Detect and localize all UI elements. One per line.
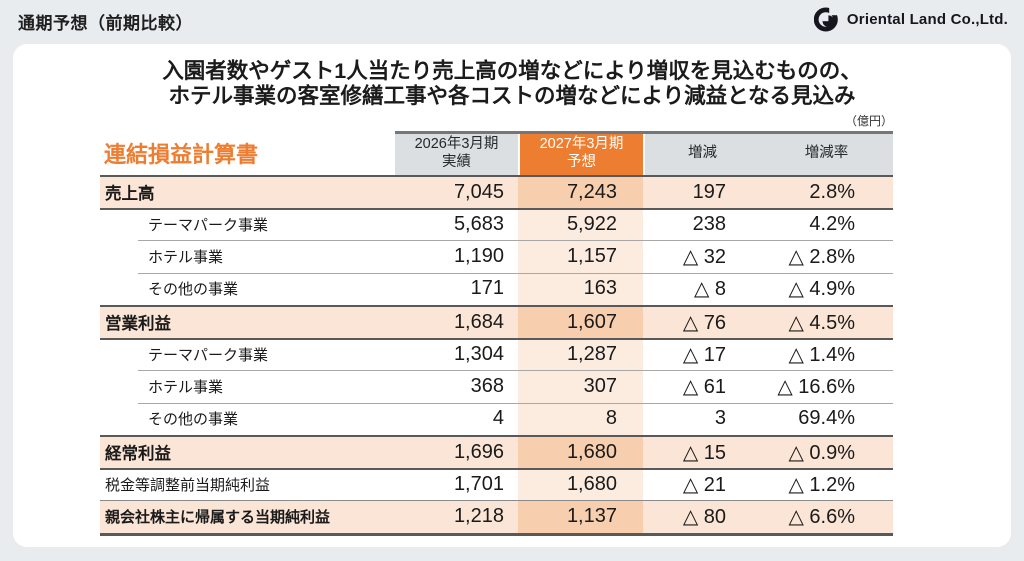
table-row-hotel-op: ホテル事業 368 307 △ 61 △ 16.6%	[100, 370, 893, 403]
cell-change-rate: △ 6.6%	[788, 506, 855, 529]
table-wrap: （億円） 連結損益計算書 2026年3月期 実績 2027年3月期 予想 増減 …	[100, 113, 893, 536]
col-header-forecast: 2027年3月期 予想	[518, 131, 643, 175]
cell-change-rate: 4.2%	[809, 213, 855, 236]
cell-forecast: 1,607	[518, 307, 643, 338]
table-row-operating-profit: 営業利益 1,684 1,607 △ 76 △ 4.5%	[100, 305, 893, 338]
cell-change-rate: △ 0.9%	[788, 441, 855, 464]
table-row-other-op: その他の事業 4 8 3 69.4%	[100, 402, 893, 435]
table-row-ordinary-profit: 経常利益 1,696 1,680 △ 15 △ 0.9%	[100, 435, 893, 468]
cell-actual: 368	[470, 374, 504, 397]
row-label: その他の事業	[148, 411, 239, 429]
row-label: ホテル事業	[148, 248, 224, 266]
headline: 入園者数やゲスト1人当たり売上高の増などにより増収を見込むものの、 ホテル事業の…	[13, 44, 1011, 109]
col-header-actual: 2026年3月期 実績	[395, 131, 518, 175]
cell-change-rate: 69.4%	[798, 407, 855, 430]
cell-change: △ 32	[682, 245, 726, 268]
cell-actual: 171	[470, 277, 504, 300]
cell-change-rate: △ 2.8%	[788, 245, 855, 268]
cell-forecast: 307	[518, 370, 643, 403]
cell-change: 197	[692, 180, 726, 203]
cell-change: △ 80	[682, 506, 726, 529]
cell-change: △ 8	[693, 278, 726, 301]
cell-change: 238	[692, 213, 726, 236]
headline-line1: 入園者数やゲスト1人当たり売上高の増などにより増収を見込むものの、	[162, 59, 862, 83]
row-label: 経常利益	[105, 445, 171, 464]
cell-forecast: 1,680	[518, 437, 643, 468]
cell-actual: 4	[492, 407, 504, 430]
cell-change-rate: 2.8%	[809, 180, 855, 203]
table-title: 連結損益計算書	[104, 142, 259, 167]
content-card: 入園者数やゲスト1人当たり売上高の増などにより増収を見込むものの、 ホテル事業の…	[13, 44, 1011, 547]
cell-actual: 1,696	[453, 440, 504, 463]
cell-actual: 5,683	[453, 213, 504, 236]
company-logo: Oriental Land Co.,Ltd.	[813, 7, 1008, 32]
row-label: 営業利益	[105, 315, 171, 334]
cell-forecast: 163	[518, 272, 643, 305]
cell-change: △ 21	[682, 474, 726, 497]
cell-forecast: 1,287	[518, 339, 643, 370]
headline-line2: ホテル事業の客室修繕工事や各コストの増などにより減益となる見込み	[168, 84, 856, 108]
cell-forecast: 1,157	[518, 240, 643, 273]
company-name: Oriental Land Co.,Ltd.	[846, 11, 1008, 28]
cell-change-rate: △ 4.9%	[788, 278, 855, 301]
table-header-row: 連結損益計算書 2026年3月期 実績 2027年3月期 予想 増減 増減率	[100, 131, 893, 175]
table-row-themepark-op: テーマパーク事業 1,304 1,287 △ 17 △ 1.4%	[100, 337, 893, 370]
row-label: 親会社株主に帰属する当期純利益	[105, 509, 331, 527]
income-statement-table: 連結損益計算書 2026年3月期 実績 2027年3月期 予想 増減 増減率 売…	[100, 131, 893, 536]
col-header-change: 増減	[643, 131, 760, 175]
cell-change: △ 61	[682, 375, 726, 398]
cell-actual: 1,218	[453, 505, 504, 528]
cell-actual: 1,190	[453, 244, 504, 267]
table-row-sales: 売上高 7,045 7,243 197 2.8%	[100, 175, 893, 208]
page-title: 通期予想（前期比較）	[18, 14, 193, 33]
unit-label: （億円）	[844, 114, 893, 128]
cell-forecast: 1,137	[518, 501, 643, 533]
olc-logo-icon	[813, 7, 839, 32]
cell-actual: 1,701	[453, 473, 504, 496]
cell-forecast: 5,922	[518, 209, 643, 240]
row-label: ホテル事業	[148, 378, 224, 396]
row-label: 売上高	[105, 185, 155, 204]
cell-change-rate: △ 4.5%	[788, 311, 855, 334]
cell-change-rate: △ 16.6%	[777, 375, 855, 398]
row-label: テーマパーク事業	[148, 217, 269, 235]
cell-actual: 1,304	[453, 343, 504, 366]
cell-change-rate: △ 1.4%	[788, 344, 855, 367]
cell-change-rate: △ 1.2%	[788, 474, 855, 497]
row-label: 税金等調整前当期純利益	[105, 477, 271, 495]
cell-forecast: 7,243	[518, 177, 643, 208]
cell-actual: 7,045	[453, 180, 504, 203]
cell-forecast: 1,680	[518, 469, 643, 500]
table-row-themepark: テーマパーク事業 5,683 5,922 238 4.2%	[100, 207, 893, 240]
row-label: その他の事業	[148, 281, 239, 299]
table-row-hotel: ホテル事業 1,190 1,157 △ 32 △ 2.8%	[100, 240, 893, 273]
cell-change: 3	[714, 407, 726, 430]
table-row-pretax-profit: 税金等調整前当期純利益 1,701 1,680 △ 21 △ 1.2%	[100, 467, 893, 500]
cell-change: △ 17	[682, 344, 726, 367]
cell-actual: 1,684	[453, 310, 504, 333]
cell-change: △ 76	[682, 311, 726, 334]
cell-change: △ 15	[682, 441, 726, 464]
cell-forecast: 8	[518, 402, 643, 435]
row-label: テーマパーク事業	[148, 347, 269, 365]
table-row-net-profit: 親会社株主に帰属する当期純利益 1,218 1,137 △ 80 △ 6.6%	[100, 500, 893, 533]
col-header-change-rate: 増減率	[760, 131, 893, 175]
table-row-other: その他の事業 171 163 △ 8 △ 4.9%	[100, 272, 893, 305]
